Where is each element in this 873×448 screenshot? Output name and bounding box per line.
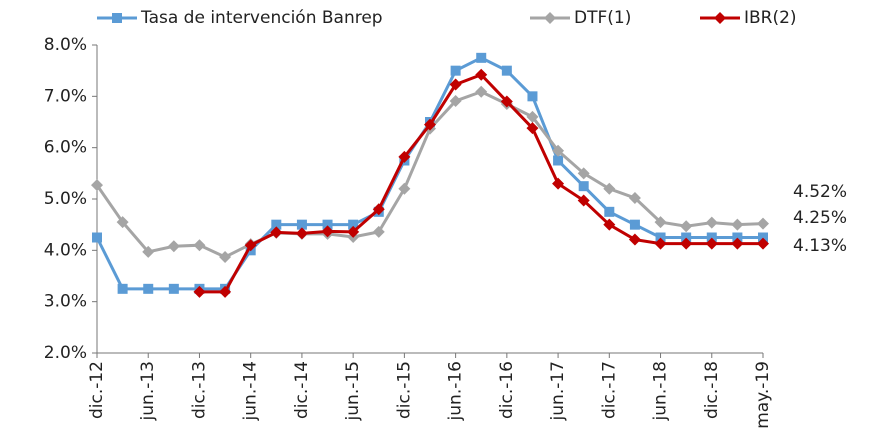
marker xyxy=(578,181,589,192)
marker xyxy=(604,206,615,217)
y-tick-label: 5.0% xyxy=(44,189,87,209)
x-tick-label: dic.-18 xyxy=(702,361,722,419)
marker xyxy=(527,91,538,102)
marker xyxy=(475,85,488,98)
marker xyxy=(654,216,667,229)
marker xyxy=(714,12,726,24)
marker xyxy=(219,251,232,264)
marker xyxy=(705,237,718,250)
y-tick-label: 4.0% xyxy=(44,240,87,260)
marker xyxy=(501,65,512,76)
marker xyxy=(424,118,436,131)
marker xyxy=(450,65,461,76)
marker xyxy=(526,122,539,135)
marker xyxy=(500,95,513,108)
marker xyxy=(680,220,693,233)
marker xyxy=(116,216,129,229)
marker xyxy=(731,218,744,231)
end-label: 4.52% xyxy=(793,182,847,202)
marker xyxy=(347,225,360,238)
x-tick-label: dic.-17 xyxy=(599,361,619,419)
legend-label: Tasa de intervención Banrep xyxy=(140,8,383,28)
marker xyxy=(92,232,102,243)
marker xyxy=(219,285,232,298)
marker xyxy=(398,150,411,163)
marker xyxy=(449,78,462,91)
y-tick-label: 7.0% xyxy=(44,86,87,106)
marker xyxy=(603,218,616,231)
end-label: 4.13% xyxy=(793,236,847,256)
marker xyxy=(168,283,179,294)
legend-label: DTF(1) xyxy=(574,8,631,28)
x-tick-label: dic.-15 xyxy=(394,361,414,419)
x-tick-label: dic.-16 xyxy=(497,361,517,419)
marker xyxy=(757,237,769,250)
marker xyxy=(629,219,640,230)
marker xyxy=(680,237,693,250)
series-line xyxy=(95,56,763,291)
marker xyxy=(577,194,590,207)
marker xyxy=(732,232,743,243)
marker xyxy=(705,216,718,229)
marker xyxy=(476,52,487,63)
series-line xyxy=(95,90,764,259)
marker xyxy=(244,239,257,252)
marker xyxy=(271,219,282,230)
end-label: 4.25% xyxy=(793,208,847,228)
marker xyxy=(553,155,564,166)
marker xyxy=(295,227,308,240)
marker xyxy=(270,226,283,239)
x-tick-label: jun.-17 xyxy=(548,361,568,421)
marker xyxy=(526,110,539,123)
x-tick-label: jun.-18 xyxy=(651,361,671,421)
marker xyxy=(372,225,385,238)
marker xyxy=(628,233,641,246)
marker xyxy=(758,232,768,243)
marker xyxy=(112,13,122,23)
legend-label: IBR(2) xyxy=(744,8,797,28)
marker xyxy=(193,239,206,252)
marker xyxy=(449,94,462,107)
x-tick-label: dic.-13 xyxy=(189,361,209,419)
y-tick-label: 6.0% xyxy=(44,138,87,158)
marker xyxy=(167,240,180,253)
marker xyxy=(143,283,154,294)
marker xyxy=(348,219,359,230)
x-tick-label: jun.-14 xyxy=(241,361,261,421)
y-tick-label: 3.0% xyxy=(44,292,87,312)
marker xyxy=(322,219,333,230)
y-tick-label: 8.0% xyxy=(44,35,87,55)
marker xyxy=(552,177,565,190)
marker xyxy=(577,167,590,180)
marker xyxy=(681,232,692,243)
marker xyxy=(321,225,334,238)
marker xyxy=(142,245,155,258)
x-tick-label: jun.-13 xyxy=(138,361,158,421)
marker xyxy=(731,237,744,250)
marker xyxy=(475,68,488,81)
marker xyxy=(654,237,667,250)
x-tick-label: dic.-14 xyxy=(292,361,312,419)
marker xyxy=(117,283,128,294)
marker xyxy=(544,12,556,24)
marker xyxy=(398,182,411,195)
marker xyxy=(603,182,616,195)
marker xyxy=(193,285,206,298)
marker xyxy=(706,232,717,243)
marker xyxy=(655,232,666,243)
marker xyxy=(552,144,565,157)
x-tick-label: may.-19 xyxy=(753,361,773,429)
marker xyxy=(757,217,769,230)
x-tick-label: jun.-15 xyxy=(343,361,363,421)
series-line xyxy=(199,73,763,294)
x-tick-label: dic.-12 xyxy=(87,361,107,419)
marker xyxy=(296,219,307,230)
y-tick-label: 2.0% xyxy=(44,343,87,363)
x-tick-label: jun.-16 xyxy=(446,361,466,421)
marker xyxy=(628,191,641,204)
marker xyxy=(372,203,385,216)
marker xyxy=(91,179,103,192)
